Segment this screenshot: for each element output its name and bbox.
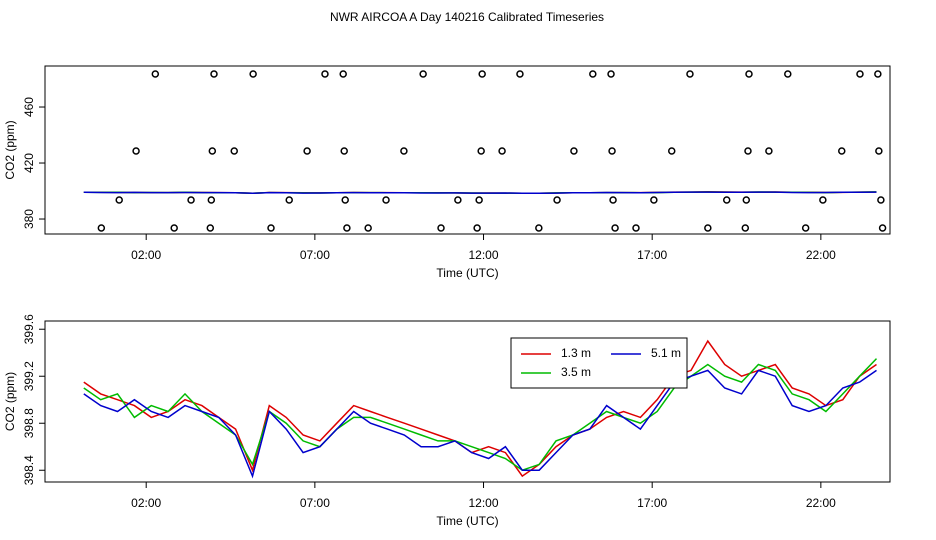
x-tick-label: 22:00 xyxy=(806,496,836,510)
legend-label: 3.5 m xyxy=(561,365,591,379)
series-line xyxy=(83,369,877,479)
point xyxy=(477,147,485,155)
y-tick-label: 420 xyxy=(22,153,36,173)
point xyxy=(187,196,195,204)
point xyxy=(744,147,752,155)
chart-title: NWR AIRCOA A Day 140216 Calibrated Times… xyxy=(330,10,604,24)
y-tick-label: 399.6 xyxy=(22,314,36,344)
x-tick-label: 02:00 xyxy=(131,248,161,262)
point xyxy=(419,70,427,78)
point xyxy=(343,224,351,232)
point xyxy=(650,196,658,204)
point xyxy=(608,147,616,155)
point xyxy=(340,147,348,155)
point xyxy=(801,224,810,232)
point xyxy=(741,224,750,232)
point xyxy=(877,196,885,204)
y-tick-label: 380 xyxy=(22,209,36,229)
point xyxy=(208,147,217,155)
series-line xyxy=(83,191,877,195)
point xyxy=(478,70,486,78)
point xyxy=(722,196,731,204)
point xyxy=(151,70,160,78)
point xyxy=(516,70,524,78)
point xyxy=(454,196,462,204)
point xyxy=(686,70,694,78)
legend-label: 5.1 m xyxy=(651,346,681,360)
point xyxy=(875,147,883,155)
x-tick-label: 17:00 xyxy=(637,496,667,510)
point xyxy=(473,224,481,232)
point xyxy=(132,147,140,155)
point xyxy=(819,196,827,204)
point xyxy=(475,196,483,204)
point xyxy=(339,70,347,78)
legend: 1.3 m 3.5 m 5.1 m xyxy=(510,337,688,389)
point xyxy=(609,196,617,204)
point xyxy=(874,70,882,78)
legend-label: 1.3 m xyxy=(561,346,591,360)
y-tick-label: 460 xyxy=(22,97,36,117)
point xyxy=(611,224,619,232)
point xyxy=(364,224,372,232)
point xyxy=(589,70,597,78)
y-tick-label: 399.2 xyxy=(22,361,36,391)
x-tick-label: 22:00 xyxy=(806,248,836,262)
point xyxy=(207,196,216,204)
x-tick-label: 02:00 xyxy=(131,496,161,510)
y-axis-label: CO2 (ppm) xyxy=(3,120,17,179)
point xyxy=(341,196,349,204)
point xyxy=(745,70,753,78)
point xyxy=(437,224,445,232)
point xyxy=(784,70,792,78)
y-tick-label: 398.8 xyxy=(22,408,36,438)
point xyxy=(742,196,751,204)
point xyxy=(206,224,215,232)
x-tick-label: 17:00 xyxy=(637,248,667,262)
point xyxy=(856,70,864,78)
legend-box xyxy=(510,337,688,389)
point xyxy=(230,147,238,155)
point xyxy=(838,147,846,155)
point xyxy=(170,224,178,232)
plot-frame xyxy=(44,65,891,235)
point xyxy=(321,70,329,78)
x-tick-label: 12:00 xyxy=(469,496,499,510)
point xyxy=(382,196,390,204)
plot-frame xyxy=(44,320,891,483)
x-tick-label: 12:00 xyxy=(469,248,499,262)
point xyxy=(210,70,218,78)
y-axis-label: CO2 (ppm) xyxy=(3,372,17,431)
point xyxy=(535,224,543,232)
point xyxy=(285,196,293,204)
point xyxy=(570,147,578,155)
x-tick-label: 07:00 xyxy=(300,248,330,262)
point xyxy=(115,196,123,204)
point xyxy=(765,147,773,155)
y-tick-label: 398.4 xyxy=(22,455,36,485)
point xyxy=(303,147,311,155)
point xyxy=(498,147,506,155)
point xyxy=(553,196,561,204)
point xyxy=(704,224,712,232)
x-tick-label: 07:00 xyxy=(300,496,330,510)
series-line xyxy=(83,358,878,472)
point xyxy=(267,224,275,232)
x-axis-label: Time (UTC) xyxy=(436,514,498,528)
point xyxy=(400,147,408,155)
point xyxy=(97,224,106,232)
point xyxy=(607,70,615,78)
x-axis-label: Time (UTC) xyxy=(436,266,498,280)
point xyxy=(878,224,887,232)
point xyxy=(668,147,676,155)
point xyxy=(632,224,640,232)
point xyxy=(249,70,257,78)
